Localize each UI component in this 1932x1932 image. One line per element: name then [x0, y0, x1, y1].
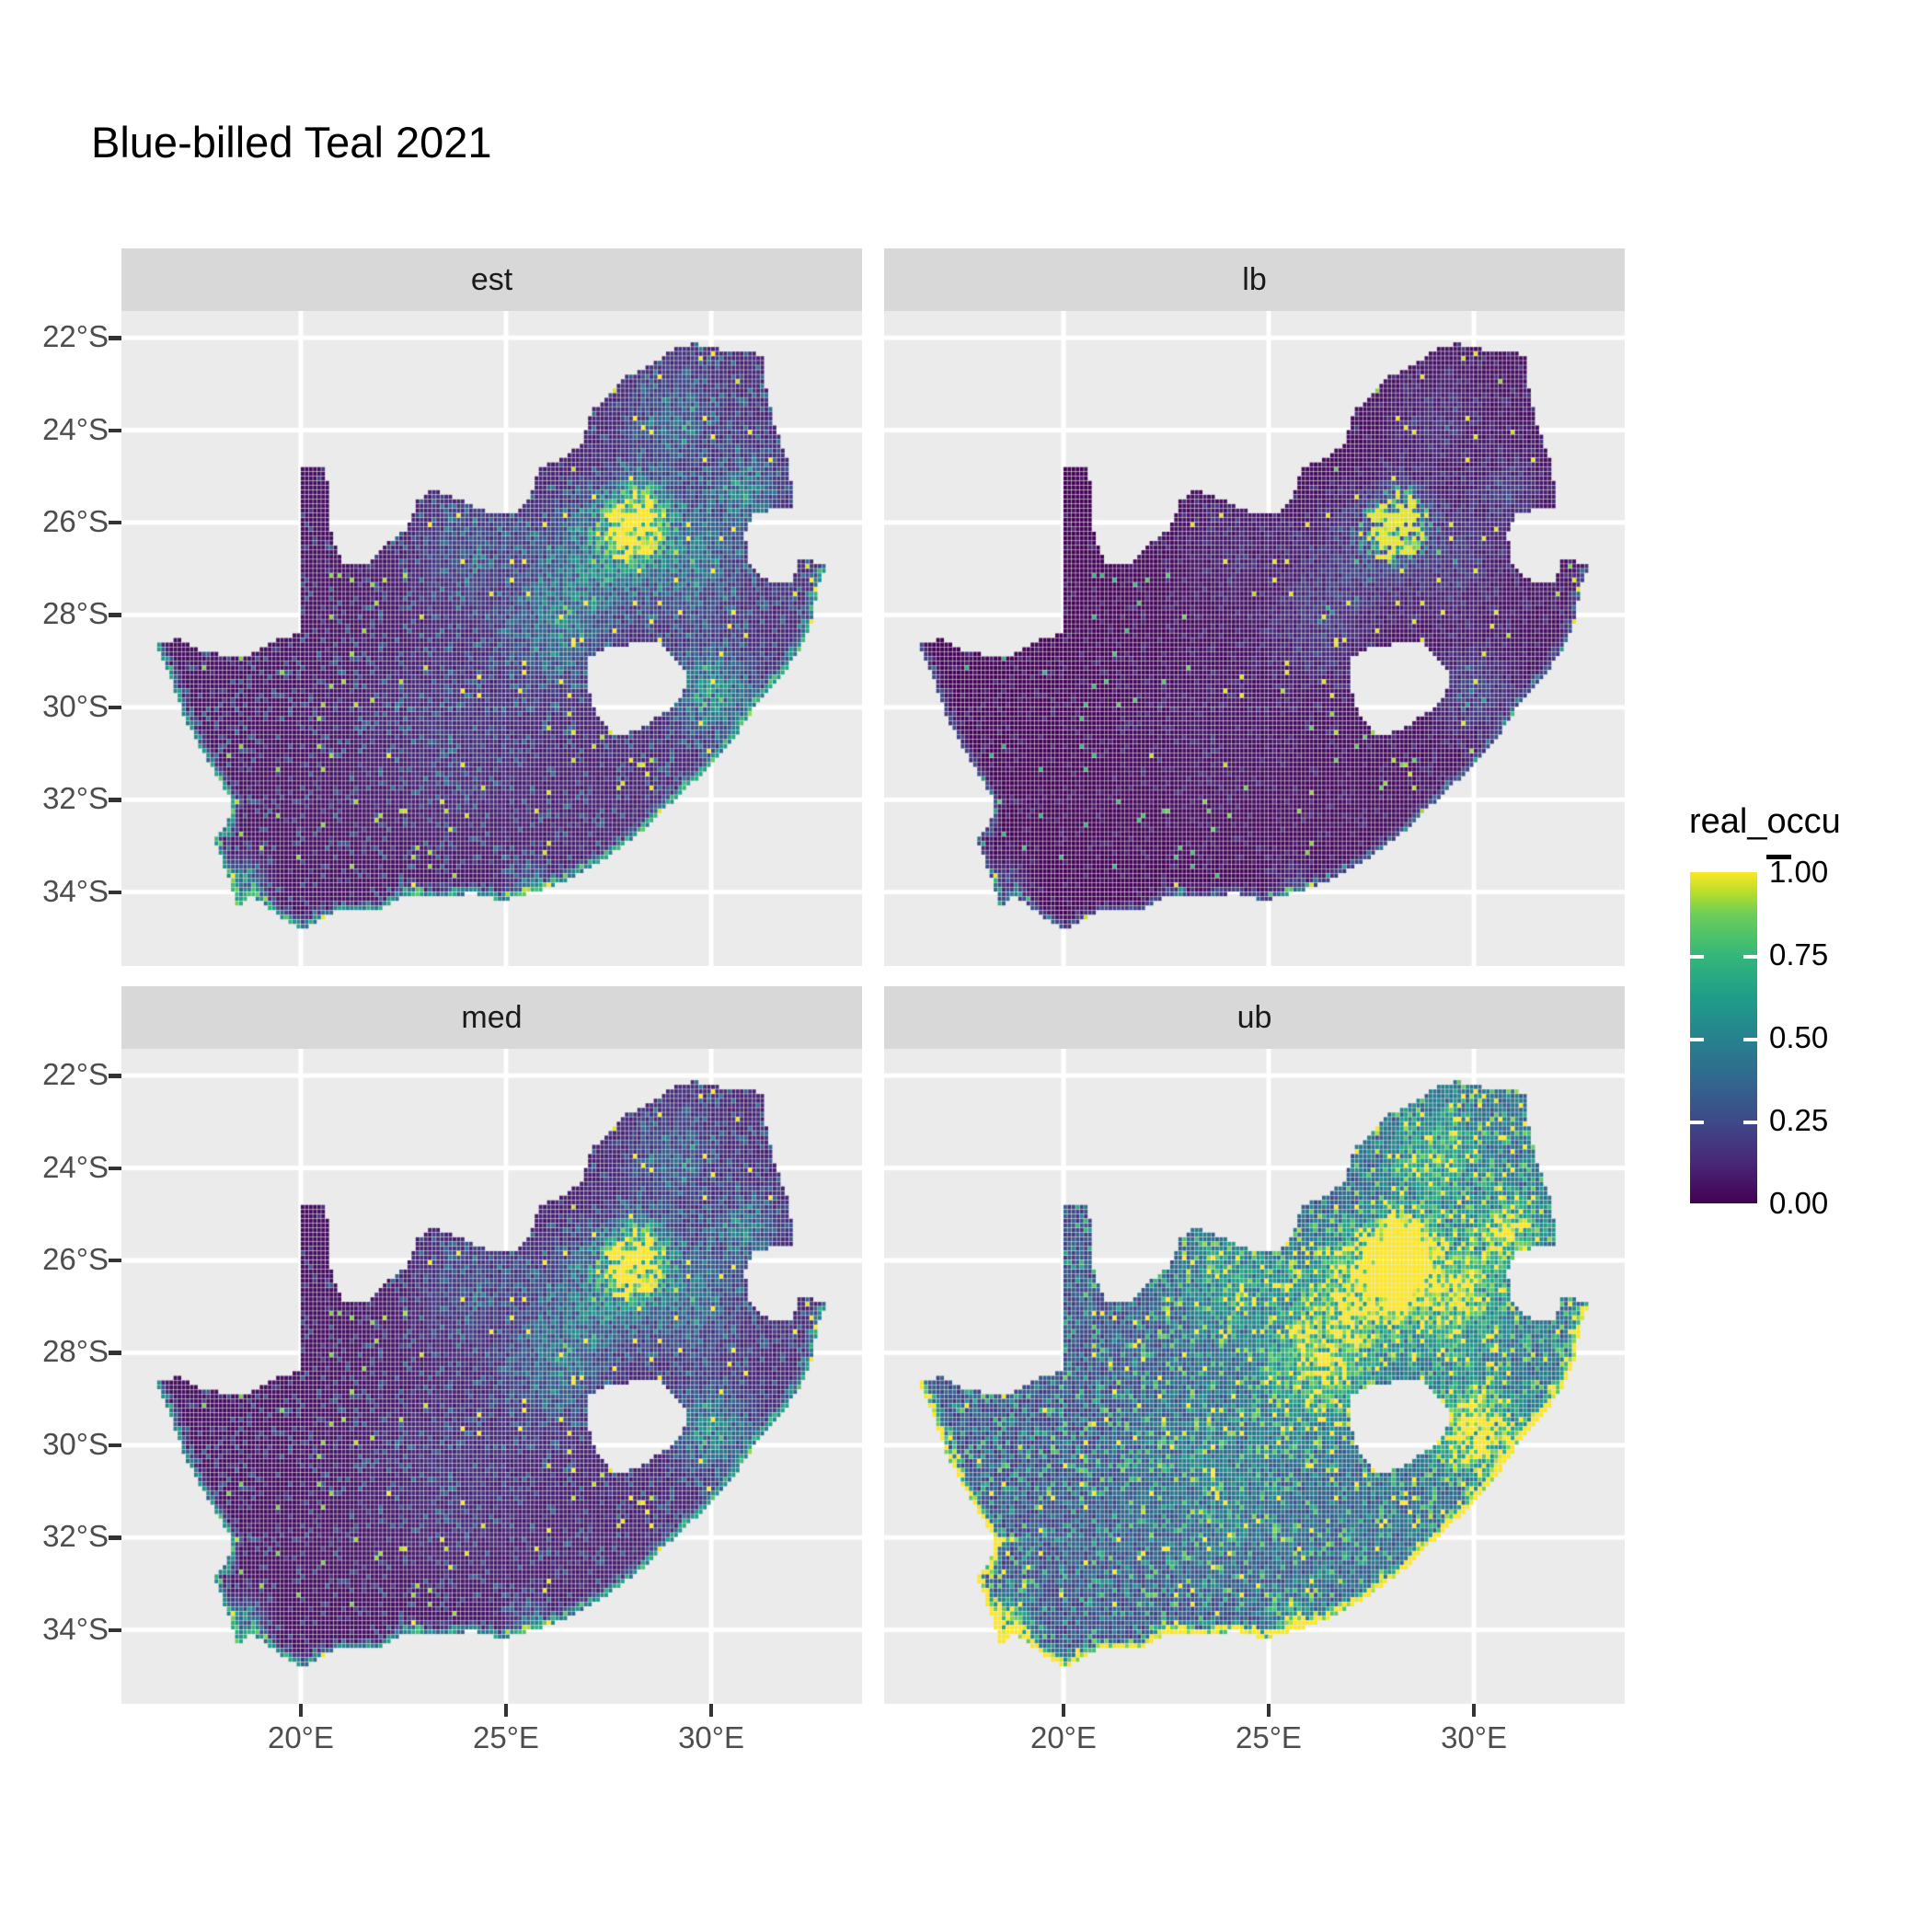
legend-break-tick: [1690, 955, 1704, 959]
plot-title: Blue-billed Teal 2021: [91, 118, 492, 167]
x-tick-label: 20°E: [1029, 1720, 1097, 1754]
legend-label-025: 0.25: [1769, 1103, 1829, 1137]
y-tick-mark: [109, 890, 121, 895]
x-tick-mark: [298, 1704, 304, 1717]
facet-strip-ub: ub: [884, 986, 1625, 1049]
legend-label-100: 1.00: [1769, 855, 1829, 889]
map-canvas-med: [121, 1049, 862, 1704]
y-tick-label: 28°S: [42, 596, 109, 631]
y-tick-mark: [109, 1258, 121, 1263]
legend-top-tick: [1766, 855, 1791, 859]
y-tick-mark: [109, 1351, 121, 1355]
x-tick-label: 30°E: [678, 1720, 744, 1754]
panel-est: [121, 311, 862, 966]
y-tick-mark: [109, 1166, 121, 1171]
x-tick-mark: [1061, 1704, 1066, 1717]
facet-strip-est: est: [121, 248, 862, 311]
map-canvas-lb: [884, 311, 1625, 966]
y-tick-mark: [109, 336, 121, 340]
y-tick-label: 26°S: [42, 1242, 109, 1277]
x-tick-label: 20°E: [267, 1720, 334, 1754]
x-tick-label: 25°E: [473, 1720, 539, 1754]
y-tick-mark: [109, 1627, 121, 1633]
y-tick-label: 32°S: [42, 781, 109, 816]
y-tick-mark: [109, 705, 121, 710]
x-tick-mark: [503, 1704, 509, 1717]
y-tick-label: 34°S: [42, 873, 109, 908]
panel-lb: [884, 311, 1625, 966]
y-tick-mark: [109, 798, 121, 802]
y-tick-label: 22°S: [42, 319, 109, 354]
legend-label-075: 0.75: [1769, 937, 1829, 972]
y-tick-label: 22°S: [42, 1057, 109, 1092]
legend-title: real_occu: [1689, 802, 1841, 841]
y-tick-label: 34°S: [42, 1611, 109, 1646]
x-tick-label: 25°E: [1236, 1720, 1302, 1754]
x-tick-mark: [1471, 1704, 1477, 1717]
legend-break-tick: [1690, 1121, 1704, 1124]
y-tick-label: 30°S: [42, 689, 109, 724]
panel-med: [121, 1049, 862, 1704]
y-tick-mark: [109, 613, 121, 617]
legend-break-tick: [1690, 1038, 1704, 1041]
legend-break-tick: [1743, 1121, 1757, 1124]
y-tick-label: 26°S: [42, 504, 109, 539]
x-tick-mark: [1266, 1704, 1271, 1717]
y-tick-label: 28°S: [42, 1334, 109, 1369]
y-tick-label: 30°S: [42, 1427, 109, 1462]
legend-label-000: 0.00: [1769, 1186, 1829, 1220]
y-tick-mark: [109, 1443, 121, 1448]
x-tick-mark: [708, 1704, 714, 1717]
y-tick-mark: [109, 428, 121, 433]
map-canvas-ub: [884, 1049, 1625, 1704]
y-tick-mark: [109, 520, 121, 525]
y-tick-mark: [109, 1535, 121, 1540]
y-tick-label: 32°S: [42, 1519, 109, 1554]
facet-strip-lb: lb: [884, 248, 1625, 311]
x-tick-label: 30°E: [1441, 1720, 1507, 1754]
map-canvas-est: [121, 311, 862, 966]
legend-break-tick: [1743, 955, 1757, 959]
legend-break-tick: [1743, 1038, 1757, 1041]
panel-ub: [884, 1049, 1625, 1704]
y-tick-mark: [109, 1074, 121, 1078]
y-tick-label: 24°S: [42, 1149, 109, 1184]
facet-strip-med: med: [121, 986, 862, 1049]
legend-label-050: 0.50: [1769, 1020, 1829, 1054]
y-tick-label: 24°S: [42, 411, 109, 446]
